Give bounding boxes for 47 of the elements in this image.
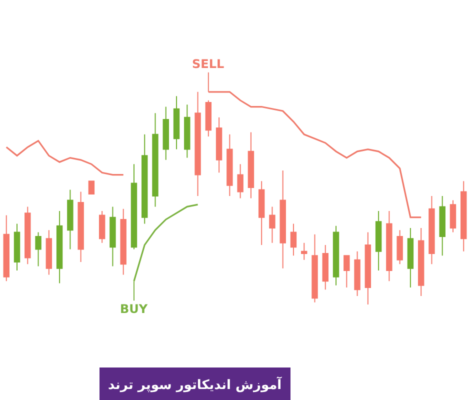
- candlestick: [312, 234, 318, 303]
- candlestick: [120, 208, 126, 276]
- annotation: BUY: [120, 302, 148, 316]
- candlestick: [226, 134, 233, 197]
- candlestick: [194, 91, 201, 197]
- candlestick: [332, 225, 340, 286]
- candlestick: [130, 164, 138, 250]
- candlestick: [88, 180, 95, 194]
- candlestick: [418, 227, 424, 296]
- candlestick: [3, 214, 10, 282]
- candlestick: [67, 189, 74, 250]
- candlestick: [258, 180, 265, 246]
- candlestick: [375, 210, 382, 271]
- candlestick: [98, 210, 106, 244]
- candlestick: [344, 255, 350, 288]
- candlestick: [280, 170, 286, 269]
- candlestick: [162, 106, 169, 160]
- candlestick: [205, 100, 212, 138]
- candlestick: [46, 230, 52, 276]
- candlestick: [78, 191, 84, 262]
- candlestick: [24, 206, 31, 265]
- candlestick: [184, 104, 190, 158]
- candlestick: [290, 223, 297, 256]
- candlestick: [386, 210, 392, 282]
- candlestick: [322, 244, 328, 290]
- candlestick: [354, 250, 360, 296]
- candlestick: [269, 206, 276, 244]
- text: SELL: [192, 57, 224, 71]
- candlestick: [56, 210, 63, 284]
- candlestick: [396, 230, 403, 265]
- candlestick: [35, 232, 42, 267]
- candlestick: [301, 242, 308, 260]
- candlestick: [216, 116, 222, 174]
- candlestick: [14, 223, 20, 271]
- text: آموزش اندیکاتور سوپر ترند: [108, 376, 282, 393]
- candlestick: [439, 196, 446, 256]
- candlestick: [173, 96, 180, 150]
- candlestick: [460, 180, 467, 252]
- candlestick: [428, 196, 435, 265]
- candlestick: [142, 134, 148, 224]
- candlestick: [248, 132, 254, 199]
- candlestick: [450, 200, 456, 233]
- candlestick: [152, 112, 158, 208]
- candlestick: [237, 164, 244, 199]
- candlestick: [407, 227, 414, 288]
- candlestick: [110, 206, 116, 267]
- candlestick: [364, 232, 372, 305]
